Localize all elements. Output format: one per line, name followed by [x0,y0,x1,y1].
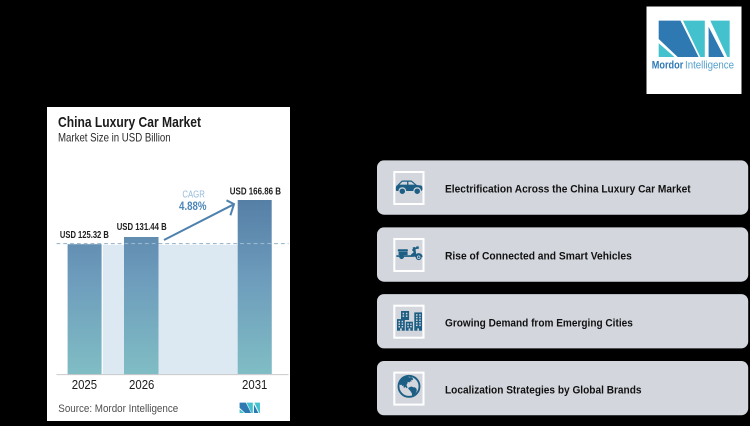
svg-text:China Luxury Car Market: China Luxury Car Market [58,114,201,131]
svg-text:2026: 2026 [129,377,154,392]
svg-text:Intelligence: Intelligence [685,60,734,72]
svg-text:Mordor: Mordor [652,60,684,72]
svg-text:2025: 2025 [72,377,97,392]
svg-text:Rise of Connected and Smart Ve: Rise of Connected and Smart Vehicles [445,251,632,263]
svg-text:4.88%: 4.88% [179,201,207,213]
svg-text:Electrification Across the Chi: Electrification Across the China Luxury … [445,184,691,196]
svg-text:2031: 2031 [242,377,267,392]
svg-text:Localization Strategies by Glo: Localization Strategies by Global Brands [445,384,642,396]
svg-text:Growing Demand from Emerging C: Growing Demand from Emerging Cities [445,318,633,330]
svg-text:CAGR: CAGR [182,190,205,201]
svg-text:USD 125.32 B: USD 125.32 B [60,230,109,241]
svg-text:Source: Mordor Intelligence: Source: Mordor Intelligence [58,403,178,415]
svg-text:Market Size in USD Billion: Market Size in USD Billion [58,131,171,145]
svg-text:USD 166.86 B: USD 166.86 B [230,187,281,198]
svg-text:USD 131.44 B: USD 131.44 B [117,222,167,233]
